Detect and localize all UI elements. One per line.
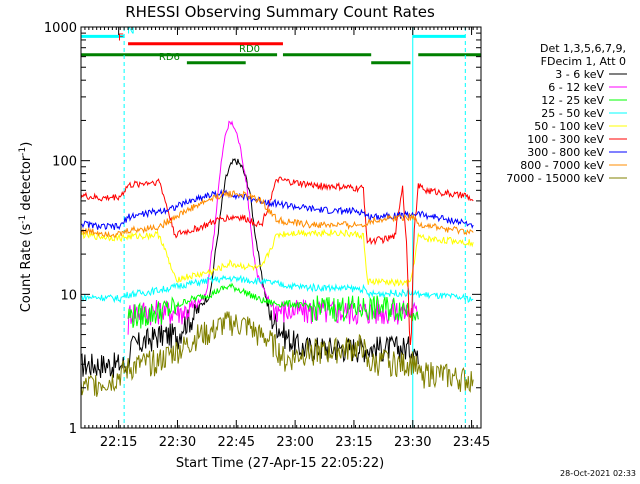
generation-timestamp: 28-Oct-2021 02:33: [560, 469, 636, 478]
chart-title: RHESSI Observing Summary Count Rates: [125, 3, 435, 21]
legend-label-1: 6 - 12 keV: [548, 81, 604, 94]
y-axis-label: Count Rate (s-1 detector-1): [18, 142, 34, 313]
state-label-f: F: [118, 33, 124, 44]
legend: Det 1,3,5,6,7,9,FDecim 1, Att 03 - 6 keV…: [506, 42, 627, 185]
instrument-state-bars: NF RD0 RD6: [81, 25, 481, 65]
x-tick-label-4: 23:15: [335, 435, 372, 450]
state-label-n: N: [127, 25, 134, 36]
legend-label-6: 300 - 800 keV: [527, 146, 604, 159]
state-label-rd6: RD6: [159, 52, 180, 63]
series-lines: [80, 120, 474, 397]
axes: 22:15 22:30 22:45 23:00 23:15 23:30 23:45 1 10 10…: [44, 21, 490, 450]
state-label-rd0: RD0: [239, 44, 260, 55]
x-tick-label-5: 23:30: [394, 435, 431, 450]
y-axis-label-mid: detector: [19, 155, 34, 215]
x-tick-label-6: 23:45: [453, 435, 490, 450]
y-tick-label-0: 1: [69, 422, 77, 437]
legend-label-5: 100 - 300 keV: [527, 133, 604, 146]
x-tick-label-2: 22:45: [218, 435, 255, 450]
y-axis-label-main: Count Rate (s: [19, 224, 34, 313]
series-line-6: [80, 188, 474, 231]
y-axis-label-exp2: -1: [18, 147, 28, 156]
legend-header-1: FDecim 1, Att 0: [541, 55, 626, 68]
legend-label-8: 7000 - 15000 keV: [506, 172, 604, 185]
legend-label-3: 25 - 50 keV: [541, 107, 604, 120]
series-line-5: [80, 176, 474, 346]
y-tick-label-3: 1000: [44, 21, 77, 36]
x-tick-label-0: 22:15: [100, 435, 137, 450]
series-line-2: [127, 282, 419, 329]
x-axis-label: Start Time (27-Apr-15 22:05:22): [176, 456, 384, 471]
y-axis-label-exp1: -1: [18, 215, 28, 224]
legend-label-7: 800 - 7000 keV: [520, 159, 604, 172]
legend-label-0: 3 - 6 keV: [555, 68, 604, 81]
legend-header-0: Det 1,3,5,6,7,9,: [540, 42, 626, 55]
legend-label-4: 50 - 100 keV: [534, 120, 604, 133]
y-axis-label-end: ): [19, 142, 34, 147]
legend-label-2: 12 - 25 keV: [541, 94, 604, 107]
x-tick-label-3: 23:00: [276, 435, 313, 450]
y-tick-label-2: 100: [52, 155, 77, 170]
y-tick-label-1: 10: [60, 288, 77, 303]
series-line-8: [80, 311, 474, 397]
series-line-0: [80, 158, 419, 379]
x-tick-label-1: 22:30: [159, 435, 196, 450]
series-line-7: [80, 189, 474, 238]
